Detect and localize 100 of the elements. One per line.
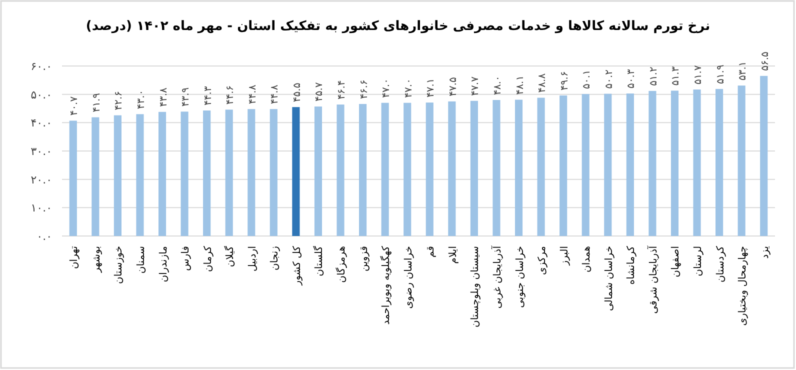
x-tick-label: خراسان جنوبی	[514, 246, 526, 308]
bar	[582, 94, 590, 236]
bar	[314, 106, 322, 236]
bar	[426, 102, 434, 236]
data-label: ۴۷.۱	[426, 78, 437, 98]
data-label: ۵۶.۵	[760, 52, 771, 71]
x-tick-label: بوشهر	[91, 246, 102, 274]
data-label: ۵۱.۲	[648, 66, 660, 86]
bar	[670, 90, 679, 236]
x-tick-label: چهارمحال وبختیاری	[738, 246, 749, 326]
data-label: ۴۵.۷	[314, 82, 326, 102]
data-label: ۴۱.۹	[91, 92, 102, 112]
data-label: ۴۳.۰	[136, 90, 147, 110]
bar	[560, 95, 568, 236]
x-tick-label: سیستان وبلوچستان	[470, 246, 482, 328]
data-label: ۵۱.۹	[715, 64, 726, 84]
data-label: ۴۴.۸	[247, 84, 258, 104]
bar	[738, 86, 746, 236]
data-label: ۴۵.۵	[292, 82, 303, 102]
bar	[158, 112, 166, 236]
bar	[514, 100, 523, 236]
bar	[92, 117, 100, 236]
data-label: ۵۰.۲	[604, 69, 615, 89]
x-tick-label: مرکزی	[537, 246, 548, 275]
x-tick-label: ایلام	[448, 246, 459, 264]
bar	[69, 120, 77, 236]
x-tick-label: لرستان	[693, 246, 704, 276]
x-tick-label: هرمزگان	[336, 246, 348, 283]
x-tick-label: اصفهان	[670, 246, 682, 278]
data-label: ۴۶.۶	[358, 80, 370, 99]
bar	[537, 98, 545, 236]
chart-title: نرخ تورم سالانه کالاها و خدمات مصرفی خانوارهای کشور به تفکیک استان - مهر ماه ۱۴۰۲ (درصد)	[86, 19, 710, 34]
data-label: ۴۴.۳	[202, 86, 214, 106]
bar	[448, 101, 456, 236]
bar	[270, 109, 278, 236]
data-label: ۴۳.۹	[180, 87, 192, 107]
x-tick-label: کل کشور	[292, 246, 303, 286]
x-tick-label: خراسان رضوی	[403, 246, 414, 309]
data-label: ۵۳.۱	[738, 61, 749, 81]
bar	[404, 102, 412, 236]
bar	[470, 100, 478, 236]
bar	[693, 90, 701, 236]
data-label: ۴۷.۰	[403, 78, 414, 98]
y-tick-label: ۲۰.۰	[30, 173, 52, 186]
data-label: ۵۱.۳	[670, 66, 682, 86]
bar	[114, 115, 122, 236]
x-tick-label: کرمان	[202, 246, 214, 272]
bar	[648, 90, 656, 236]
data-label: ۴۸.۱	[514, 75, 526, 95]
x-tick-label: کرمانشاه	[626, 246, 638, 285]
bar	[492, 100, 500, 236]
data-label: ۵۰.۳	[626, 68, 638, 88]
y-tick-label: ۱۰.۰	[30, 202, 52, 215]
data-label: ۴۸.۰	[492, 76, 504, 95]
y-tick-label: ۴۰.۰	[30, 116, 52, 130]
x-tick-label: زنجان	[270, 246, 281, 270]
data-label: ۴۳.۸	[158, 86, 170, 107]
x-tick-label: کهگیلویه وبویراحمد	[380, 246, 392, 325]
bar	[626, 93, 634, 236]
bar	[180, 112, 188, 236]
x-tick-label: اردبیل	[247, 246, 258, 272]
data-label: ۴۶.۴	[336, 80, 348, 100]
y-tick-label: ۳۰.۰	[30, 145, 52, 158]
data-label: ۵۱.۷	[693, 64, 704, 85]
data-label: ۴۲.۶	[114, 91, 125, 110]
x-tick-label: تهران	[69, 246, 80, 270]
data-label: ۴۸.۸	[537, 72, 548, 93]
x-tick-label: خوزستان	[114, 246, 125, 284]
x-tick-label: سمنان	[136, 246, 147, 274]
bar	[292, 107, 300, 236]
data-label: ۴۴.۸	[270, 84, 281, 104]
bar	[604, 94, 612, 236]
data-label: ۴۷.۵	[448, 77, 459, 96]
bar	[359, 104, 367, 236]
x-tick-label: مازندران	[158, 246, 170, 282]
x-tick-label: خراسان شمالی	[604, 246, 615, 312]
x-tick-label: کردستان	[715, 246, 726, 283]
x-tick-label: همدان	[582, 246, 593, 272]
x-tick-label: البرز	[559, 246, 570, 266]
data-label: ۵۰.۱	[582, 70, 593, 90]
data-label: ۴۹.۶	[559, 71, 570, 90]
bar	[225, 110, 233, 236]
x-tick-label: آذربایجان غربی	[490, 244, 504, 309]
data-label: ۴۰.۷	[69, 96, 80, 116]
x-tick-label: قزوین	[358, 246, 370, 272]
x-tick-label: یزد	[760, 246, 771, 259]
bar	[248, 109, 256, 236]
bar	[381, 102, 389, 236]
data-label: ۴۷.۰	[381, 78, 392, 98]
bar	[716, 88, 724, 236]
x-tick-label: گیلان	[224, 246, 236, 268]
x-tick-label: فارس	[180, 246, 192, 271]
y-tick-label: ۶۰.۰	[30, 60, 52, 73]
y-tick-label: ۰.۰	[36, 230, 52, 243]
data-label: ۴۷.۷	[470, 76, 482, 96]
x-tick-label: گلستان	[313, 246, 326, 276]
y-tick-label: ۵۰.۰	[30, 88, 52, 102]
data-label: ۴۴.۶	[225, 85, 236, 105]
bar	[336, 104, 344, 236]
bar	[203, 110, 211, 236]
